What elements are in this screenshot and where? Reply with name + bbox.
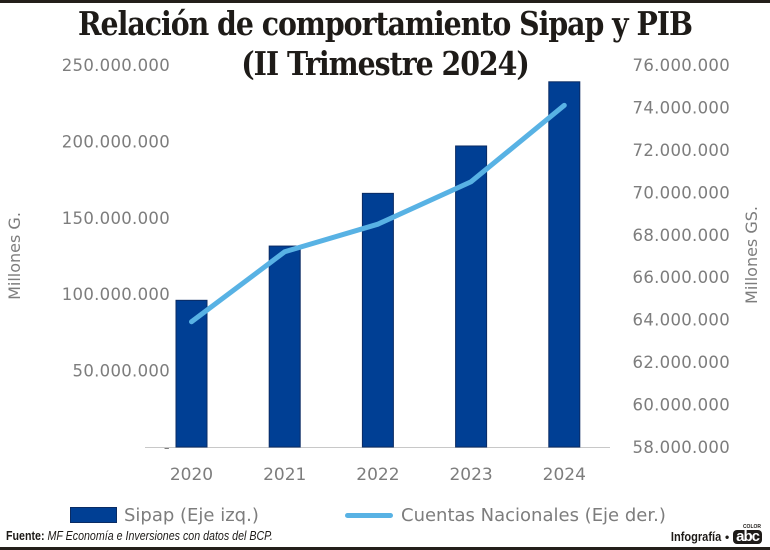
source-text: MF Economía e Inversiones con datos del …	[47, 528, 273, 543]
right-tick-label: 64.000.000	[633, 311, 730, 330]
bar-2024	[548, 81, 581, 448]
bar-2020	[175, 299, 208, 448]
left-axis-title: Millones G.	[5, 212, 24, 300]
right-tick-label: 58.000.000	[633, 438, 730, 457]
right-tick-label: 76.000.000	[633, 56, 730, 75]
x-tick-label: 2023	[449, 465, 492, 485]
right-tick-label: 70.000.000	[633, 183, 730, 202]
abc-logo-color-tag: COLOR	[742, 523, 761, 530]
right-tick-label: 72.000.000	[633, 141, 730, 160]
x-tick-label: 2022	[356, 465, 399, 485]
right-tick-label: 66.000.000	[633, 268, 730, 287]
line-series-cuentas-nacionales	[189, 102, 567, 325]
right-tick-label: 62.000.000	[633, 353, 730, 372]
source-label: Fuente:	[6, 528, 45, 543]
credit-text: Infografía	[670, 529, 721, 544]
bar-series-sipap	[175, 81, 581, 448]
right-axis-ticks: 58.000.000 60.000.000 62.000.000 64.000.000…	[633, 56, 730, 457]
left-tick-label: 100.000.000	[62, 285, 170, 304]
right-tick-label: 68.000.000	[633, 226, 730, 245]
x-tick-label: 2021	[263, 465, 306, 485]
bar-2021	[268, 245, 301, 448]
x-tick-label: 2020	[170, 465, 213, 485]
abc-logo: abc COLOR	[733, 524, 762, 545]
bullet-separator: •	[724, 529, 730, 544]
legend-item-cuentas-nacionales: Cuentas Nacionales (Eje der.)	[345, 503, 666, 527]
x-axis-labels: 2020 2021 2022 2023 2024	[170, 465, 586, 485]
right-axis-title: Millones GS.	[742, 206, 761, 304]
bar-2022	[361, 192, 394, 448]
top-rule	[0, 0, 770, 3]
right-tick-label: 60.000.000	[633, 396, 730, 415]
left-tick-label: 150.000.000	[62, 209, 170, 228]
left-tick-label: 250.000.000	[62, 56, 170, 75]
left-tick-label: 50.000.000	[73, 362, 170, 381]
x-tick-label: 2024	[543, 465, 586, 485]
chart-title: Relación de comportamiento Sipap y PIB (…	[54, 4, 716, 84]
legend-line-swatch	[345, 512, 393, 518]
legend-bar-swatch	[70, 507, 117, 523]
credit: Infografía • abc COLOR	[662, 524, 762, 545]
left-tick-label: 200.000.000	[62, 132, 170, 151]
legend-item-sipap: Sipap (Eje izq.)	[70, 503, 259, 527]
legend-label-cuentas-nacionales: Cuentas Nacionales (Eje der.)	[401, 504, 666, 526]
bottom-rule	[0, 547, 770, 550]
bar-2023	[455, 145, 488, 448]
title-line-1: Relación de comportamiento Sipap y PIB	[78, 4, 693, 43]
legend: Sipap (Eje izq.) Cuentas Nacionales (Eje…	[0, 503, 770, 527]
left-axis-ticks: -50.000.000100.000.000150.000.000200.000…	[62, 56, 170, 457]
source-note: Fuente: MF Economía e Inversiones con da…	[6, 528, 273, 543]
right-tick-label: 74.000.000	[633, 98, 730, 117]
legend-label-sipap: Sipap (Eje izq.)	[124, 504, 259, 526]
abc-logo-text: abc	[736, 527, 760, 545]
title-line-2: (II Trimestre 2024)	[241, 44, 530, 83]
chart-canvas: -50.000.000100.000.000150.000.000200.000…	[5, 56, 761, 485]
